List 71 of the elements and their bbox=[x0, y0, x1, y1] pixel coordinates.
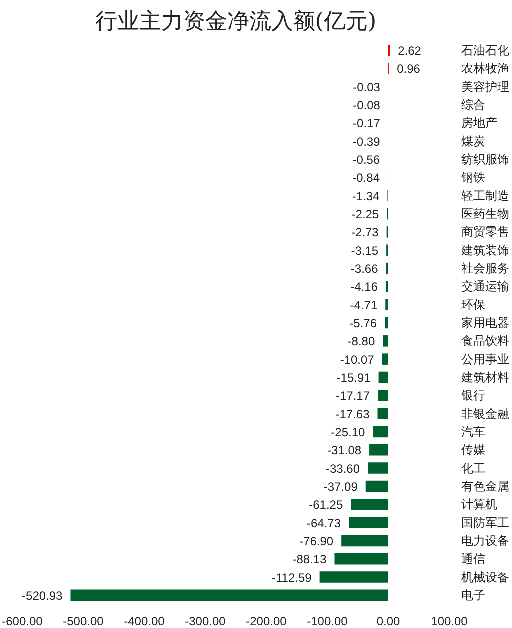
y-tick-label: 医药生物 bbox=[462, 207, 510, 222]
data-label: -3.66 bbox=[350, 262, 379, 276]
data-label: -17.63 bbox=[336, 407, 370, 422]
y-tick-label: 公用事业 bbox=[462, 352, 510, 366]
y-tick-label: 机械设备 bbox=[462, 570, 510, 584]
y-tick-label: 家用电器 bbox=[462, 316, 510, 330]
y-tick-label: 电子 bbox=[462, 588, 486, 602]
y-tick-label: 农林牧渔 bbox=[462, 62, 510, 76]
data-label: -33.60 bbox=[326, 462, 360, 476]
y-tick-label: 国防军工 bbox=[462, 516, 510, 530]
data-label: -112.59 bbox=[272, 570, 312, 585]
data-label: -520.93 bbox=[22, 588, 64, 603]
y-tick-label: 汽车 bbox=[462, 424, 486, 439]
data-label: -0.56 bbox=[352, 153, 380, 168]
y-tick-label: 煤炭 bbox=[462, 134, 486, 148]
y-tick-label: 电力设备 bbox=[462, 534, 510, 548]
y-tick-label: 化工 bbox=[462, 461, 486, 476]
x-tick-label: -500.00 bbox=[63, 614, 104, 628]
x-tick-label: -600.00 bbox=[2, 614, 44, 628]
x-tick-label: -200.00 bbox=[246, 614, 288, 628]
data-label: -17.17 bbox=[336, 389, 370, 404]
data-label: -5.76 bbox=[350, 316, 378, 330]
data-label: -37.09 bbox=[324, 480, 358, 494]
data-label: 0.96 bbox=[397, 62, 421, 76]
x-tick-label: -100.00 bbox=[307, 614, 348, 628]
data-label: -2.73 bbox=[351, 226, 380, 240]
y-tick-label: 传媒 bbox=[462, 443, 486, 458]
data-label: -2.25 bbox=[352, 208, 380, 222]
data-label: -64.73 bbox=[306, 516, 342, 530]
y-tick-label: 食品饮料 bbox=[462, 334, 510, 348]
data-label: -0.03 bbox=[353, 80, 381, 94]
data-label: -0.84 bbox=[352, 171, 380, 186]
data-label: -4.71 bbox=[350, 298, 378, 312]
y-tick-label: 非银金融 bbox=[462, 406, 510, 421]
x-tick-label: 100.00 bbox=[431, 614, 468, 628]
data-label: -31.08 bbox=[328, 444, 362, 458]
y-tick-label: 有色金属 bbox=[462, 479, 510, 494]
data-label: -76.90 bbox=[300, 534, 334, 548]
x-tick-label: 0.00 bbox=[376, 614, 401, 628]
y-tick-label: 社会服务 bbox=[462, 262, 510, 276]
y-tick-label: 石油石化 bbox=[462, 44, 510, 58]
data-label: -3.15 bbox=[351, 244, 379, 258]
y-tick-label: 商贸零售 bbox=[462, 225, 510, 240]
data-label: -0.17 bbox=[353, 116, 381, 131]
y-tick-label: 环保 bbox=[462, 298, 486, 312]
y-tick-label: 钢铁 bbox=[460, 170, 486, 185]
data-label: -8.80 bbox=[348, 334, 376, 349]
y-tick-label: 交通运输 bbox=[462, 280, 510, 294]
y-tick-label: 轻工制造 bbox=[462, 188, 510, 203]
y-tick-label: 通信 bbox=[462, 552, 486, 566]
data-label: -15.91 bbox=[336, 370, 372, 385]
y-tick-label: 房地产 bbox=[462, 116, 498, 130]
data-label: -4.16 bbox=[350, 280, 378, 294]
y-tick-label: 美容护理 bbox=[462, 80, 510, 94]
data-label: -61.25 bbox=[309, 498, 344, 512]
data-label: 2.62 bbox=[398, 44, 422, 58]
data-label: -0.39 bbox=[352, 134, 381, 149]
y-tick-label: 建筑材料 bbox=[460, 370, 510, 384]
y-tick-label: 纺织服饰 bbox=[462, 152, 510, 167]
chart-title: 行业主力资金净流入额(亿元) bbox=[95, 10, 377, 34]
x-tick-label: -400.00 bbox=[124, 614, 166, 628]
y-tick-label: 银行 bbox=[460, 388, 486, 403]
data-label: -25.10 bbox=[331, 425, 366, 440]
data-label: -10.07 bbox=[340, 352, 375, 367]
data-label: -1.34 bbox=[352, 189, 380, 204]
y-tick-label: 计算机 bbox=[462, 498, 498, 512]
y-tick-label: 综合 bbox=[462, 98, 486, 112]
data-label: -0.08 bbox=[353, 98, 381, 113]
x-tick-label: -300.00 bbox=[185, 614, 226, 628]
y-tick-label: 建筑装饰 bbox=[460, 243, 510, 258]
data-label: -88.13 bbox=[292, 552, 328, 567]
